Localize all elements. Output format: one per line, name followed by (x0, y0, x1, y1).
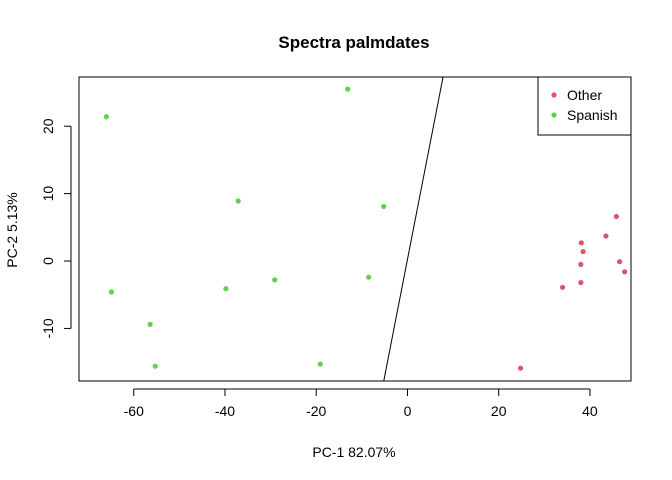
point-other (578, 240, 584, 246)
point-spanish (223, 286, 229, 292)
point-other (622, 269, 628, 275)
x-tick-label: -40 (215, 403, 235, 419)
point-spanish (345, 86, 351, 92)
x-tick-label: 0 (404, 403, 412, 419)
point-other (518, 365, 524, 371)
x-tick-label: 20 (491, 403, 507, 419)
chart-title: Spectra palmdates (278, 33, 429, 52)
point-spanish (381, 203, 387, 210)
y-tick-label: 20 (40, 118, 56, 134)
point-other (616, 259, 623, 265)
point-other (578, 279, 584, 286)
legend-marker-spanish (551, 112, 557, 118)
point-other (580, 248, 586, 255)
point-spanish (366, 274, 372, 280)
point-other (613, 213, 620, 220)
point-other (559, 284, 566, 290)
point-spanish (152, 363, 158, 369)
point-spanish (103, 114, 109, 120)
legend-label-spanish: Spanish (567, 107, 618, 123)
point-spanish (272, 277, 278, 283)
point-spanish (317, 361, 323, 367)
x-axis-label: PC-1 82.07% (312, 444, 395, 460)
x-tick-label: -60 (124, 403, 144, 419)
legend-label-other: Other (567, 87, 602, 103)
point-spanish (235, 198, 241, 204)
plot-frame (78, 76, 632, 382)
x-tick-label: 40 (582, 403, 598, 419)
decision-boundary-line (383, 76, 444, 382)
y-tick-label: 0 (40, 257, 56, 265)
x-tick-label: -20 (306, 403, 326, 419)
legend-box (537, 76, 632, 136)
plot-area: -60 -40 -20 0 20 40 -10 0 10 20 Other Spanish (40, 76, 632, 419)
point-other (578, 261, 584, 267)
point-spanish (108, 289, 114, 295)
y-tick-label: 10 (40, 186, 56, 202)
y-tick-label: -10 (40, 318, 56, 338)
point-other (603, 233, 609, 239)
y-axis-label: PC-2 5.13% (4, 192, 20, 267)
point-spanish (147, 321, 153, 327)
legend-marker-other (551, 92, 557, 98)
